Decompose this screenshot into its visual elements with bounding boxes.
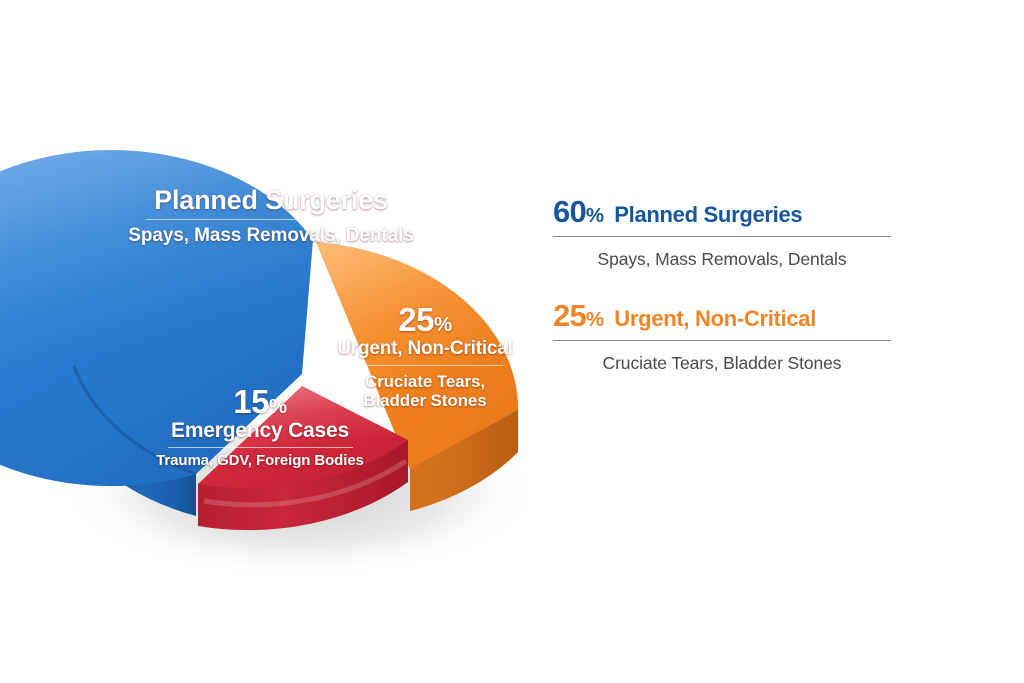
percent-symbol-icon: % [585, 204, 604, 227]
legend-percent-number-urgent: 25 [553, 298, 587, 333]
legend-percent-number-planned: 60 [553, 194, 587, 229]
pie-chart-svg [0, 150, 538, 578]
legend-heading-urgent: 25% Urgent, Non-Critical [553, 300, 953, 331]
legend-divider-urgent [553, 340, 891, 341]
chart-legend: 60% Planned Surgeries Spays, Mass Remova… [553, 196, 953, 404]
pie-slice-planned[interactable] [0, 150, 313, 516]
legend-percent-planned: 60% [553, 194, 604, 229]
percent-symbol-icon: % [585, 308, 604, 331]
legend-percent-urgent: 25% [553, 298, 604, 333]
legend-item-planned-surgeries[interactable]: 60% Planned Surgeries Spays, Mass Remova… [553, 196, 953, 270]
legend-label-planned: Planned Surgeries [614, 202, 803, 227]
legend-detail-urgent: Cruciate Tears, Bladder Stones [602, 353, 842, 373]
legend-divider-planned [553, 236, 891, 237]
legend-item-urgent-non-critical[interactable]: 25% Urgent, Non-Critical Cruciate Tears,… [553, 300, 953, 374]
legend-label-urgent: Urgent, Non-Critical [614, 306, 817, 331]
legend-heading-planned: 60% Planned Surgeries [553, 196, 953, 227]
pie-slice-emergency[interactable] [198, 386, 408, 531]
pie-chart-graphic: Planned Surgeries Spays, Mass Removals, … [0, 150, 538, 578]
pie-slice-urgent[interactable] [316, 242, 519, 511]
legend-detail-planned: Spays, Mass Removals, Dentals [597, 249, 847, 269]
